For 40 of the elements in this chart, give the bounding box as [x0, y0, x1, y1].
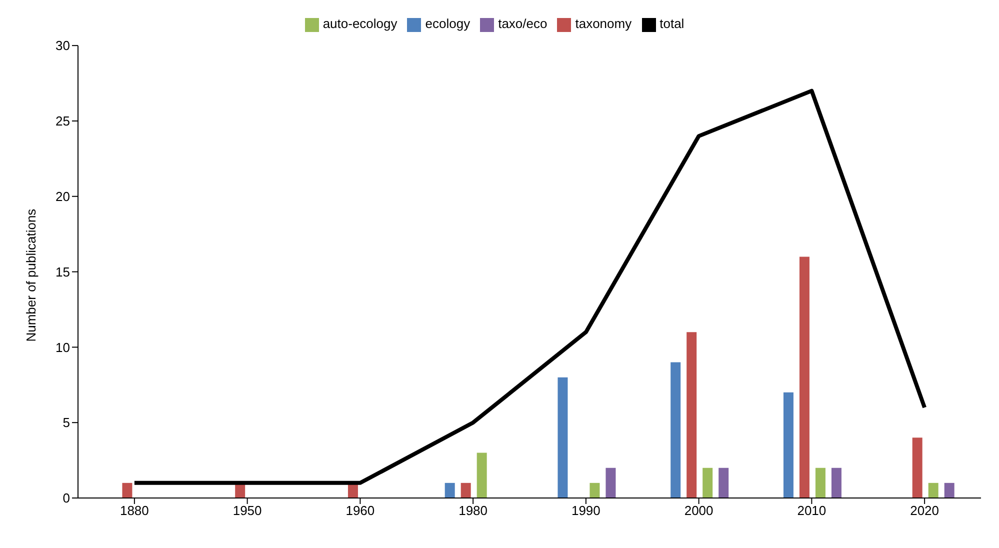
x-tick-label: 2010 — [797, 503, 826, 518]
x-tick-label: 1950 — [232, 503, 262, 518]
y-tick-label: 15 — [56, 264, 70, 280]
bar — [912, 438, 922, 498]
y-tick-label: 30 — [56, 38, 70, 54]
x-tick-label: 2000 — [684, 503, 714, 518]
bar — [928, 482, 938, 498]
x-tick-label: 1990 — [571, 503, 600, 518]
x-tick-label: 1960 — [346, 503, 375, 518]
bar — [831, 468, 842, 498]
bar — [590, 482, 600, 498]
bar — [122, 482, 132, 498]
y-tick-label: 0 — [62, 490, 70, 506]
line-series — [132, 88, 927, 485]
y-tick-label: 10 — [56, 340, 70, 355]
y-tick-label: 20 — [56, 188, 70, 204]
bar — [783, 392, 794, 498]
bar — [815, 468, 826, 498]
y-axis-title: Number of publications — [24, 208, 39, 342]
x-tick-label: 1980 — [458, 503, 488, 518]
bar — [702, 468, 713, 498]
legend-label: taxonomy — [575, 16, 632, 31]
y-tick-label: 5 — [62, 415, 70, 430]
x-tick-label: 2020 — [910, 503, 940, 518]
legend-label: ecology — [425, 16, 470, 31]
bar — [944, 482, 954, 498]
y-tick-label: 25 — [56, 114, 70, 129]
bar — [686, 332, 697, 498]
bar — [460, 482, 471, 498]
bar — [558, 377, 568, 498]
x-tick-label: 1880 — [120, 503, 149, 518]
bar — [476, 452, 487, 498]
bar — [670, 362, 681, 498]
legend-label: auto-ecology — [322, 16, 398, 31]
bar — [799, 256, 810, 498]
bar — [718, 468, 729, 498]
legend-label: taxo/eco — [498, 16, 548, 31]
legend-label: total — [660, 16, 684, 31]
bar — [444, 482, 455, 498]
bar — [606, 468, 616, 498]
